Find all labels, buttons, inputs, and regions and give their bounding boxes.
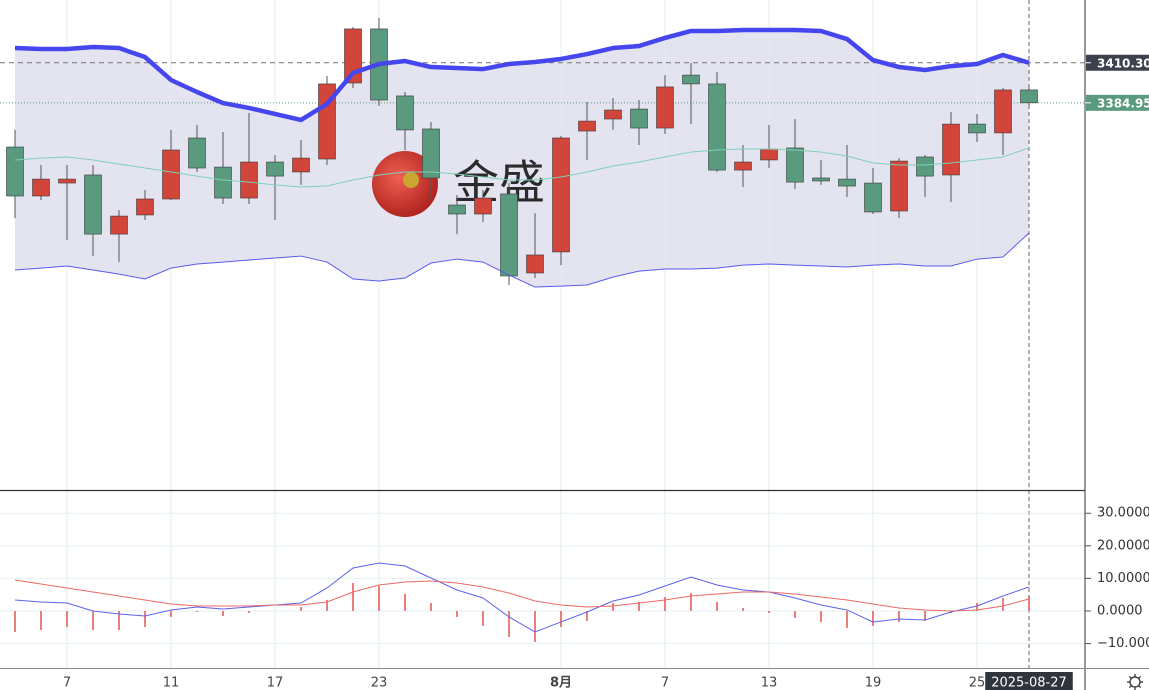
candle-body <box>968 123 986 134</box>
candle-body <box>110 215 128 235</box>
candle-body <box>786 147 804 183</box>
x-tick-label: 25 <box>969 676 986 690</box>
candle-body <box>890 160 908 212</box>
x-tick-label: 7 <box>63 676 71 690</box>
x-tick-label: 13 <box>761 676 778 690</box>
candle-body <box>760 148 778 161</box>
y-tick-label: 20.0000 <box>1097 538 1149 553</box>
candle-body <box>812 177 830 182</box>
candle-body <box>838 178 856 187</box>
settings-icon[interactable] <box>1127 674 1143 690</box>
candle-body <box>734 161 752 171</box>
x-tick-label: 2025-08-27 <box>991 676 1067 690</box>
candle-body <box>448 204 466 215</box>
band-line <box>14 232 1030 288</box>
candle-body <box>864 182 882 213</box>
candle-body <box>500 193 518 277</box>
x-tick-label: 8月 <box>550 676 572 690</box>
candle-body <box>708 83 726 171</box>
settings-gear-teeth[interactable] <box>1127 674 1143 690</box>
x-tick-label: 19 <box>865 676 882 690</box>
candle-body <box>214 166 232 199</box>
x-tick-label: 7 <box>661 676 669 690</box>
candle-body <box>604 109 622 120</box>
candle-body <box>292 157 310 173</box>
y-tick-label: −10.000 <box>1097 636 1149 651</box>
price-tag-box <box>1086 54 1149 71</box>
candle-body <box>552 137 570 253</box>
candle-body <box>188 137 206 169</box>
y-tick-label: 30.0000 <box>1097 506 1149 521</box>
candle-body <box>1020 89 1038 104</box>
y-tick-label: 0.0000 <box>1097 603 1143 618</box>
x-tick-label: 17 <box>267 676 284 690</box>
y-tick-label: 10.0000 <box>1097 571 1149 586</box>
candle-body <box>422 128 440 179</box>
candle-body <box>578 120 596 132</box>
candle-body <box>526 254 544 274</box>
price-tag-label: 3410.30 <box>1097 56 1149 70</box>
x-tick-label: 23 <box>371 676 388 690</box>
price-tag-box <box>1086 94 1149 111</box>
band-fill <box>15 30 1029 288</box>
macd-line <box>14 579 1030 612</box>
candle-body <box>682 74 700 85</box>
candle-body <box>318 83 336 160</box>
band-line <box>14 27 1030 123</box>
candle-body <box>656 86 674 129</box>
candle-body <box>136 198 154 216</box>
candle-body <box>942 123 960 176</box>
candle-body <box>162 149 180 200</box>
candle-body <box>58 178 76 184</box>
candle-body <box>474 197 492 215</box>
candle-body <box>916 156 934 177</box>
candle-body <box>84 174 102 235</box>
candle-body <box>32 178 50 197</box>
candle-body <box>240 161 258 199</box>
crosshair-x-label-box <box>985 672 1073 690</box>
watermark: 金盛 <box>372 151 545 217</box>
watermark-text: 金盛 <box>453 156 545 210</box>
candle-body <box>6 146 24 197</box>
candle-body <box>630 108 648 129</box>
logo-ball <box>403 172 419 188</box>
price-tag-label: 3384.95 <box>1097 96 1149 110</box>
macd-line <box>14 562 1030 633</box>
candle-body <box>396 95 414 131</box>
candle-body <box>994 89 1012 134</box>
candle-body <box>266 161 284 177</box>
band-line <box>14 147 1030 188</box>
x-tick-label: 11 <box>163 676 180 690</box>
